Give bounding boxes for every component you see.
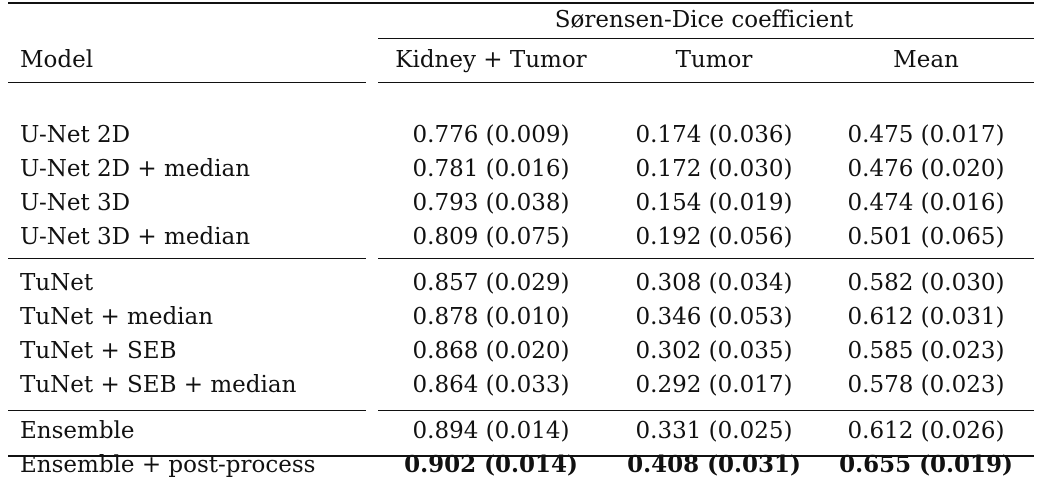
row-mean: 0.582 (0.030)	[847, 270, 1005, 296]
row-mean: 0.612 (0.026)	[847, 418, 1005, 444]
header-rule-left	[8, 82, 366, 83]
group-header-dice: Sørensen-Dice coefficient	[554, 7, 854, 33]
row-tumor: 0.302 (0.035)	[635, 338, 793, 364]
header-rule-right	[378, 82, 1034, 83]
row-kidney-tumor: 0.793 (0.038)	[412, 190, 570, 216]
row-mean: 0.475 (0.017)	[847, 122, 1005, 148]
row-mean: 0.476 (0.020)	[847, 156, 1005, 182]
group-rule-left	[8, 258, 366, 259]
column-header-kidney-tumor: Kidney + Tumor	[395, 47, 587, 73]
row-kidney-tumor: 0.902 (0.014)	[404, 451, 578, 478]
row-mean: 0.612 (0.031)	[847, 304, 1005, 330]
row-model: U-Net 2D	[20, 122, 131, 148]
column-header-model: Model	[20, 47, 94, 73]
group-rule-right	[378, 258, 1034, 259]
column-header-tumor: Tumor	[675, 47, 753, 73]
row-model: TuNet + SEB + median	[20, 372, 297, 398]
row-model: TuNet + median	[20, 304, 214, 330]
row-model: U-Net 3D + median	[20, 224, 251, 250]
results-table: Sørensen-Dice coefficient Model Kidney +…	[8, 2, 1034, 478]
row-mean: 0.655 (0.019)	[839, 451, 1013, 478]
row-model: U-Net 3D	[20, 190, 131, 216]
row-model: TuNet + SEB	[20, 338, 177, 364]
row-kidney-tumor: 0.864 (0.033)	[412, 372, 570, 398]
row-model: Ensemble	[20, 418, 135, 444]
row-tumor: 0.408 (0.031)	[627, 451, 801, 478]
row-mean: 0.578 (0.023)	[847, 372, 1005, 398]
row-tumor: 0.331 (0.025)	[635, 418, 793, 444]
row-mean: 0.585 (0.023)	[847, 338, 1005, 364]
column-header-mean: Mean	[893, 47, 959, 73]
row-model: Ensemble + post-process	[20, 452, 316, 478]
group-header-underline	[378, 38, 1034, 39]
row-tumor: 0.308 (0.034)	[635, 270, 793, 296]
row-tumor: 0.346 (0.053)	[635, 304, 793, 330]
group-rule-right	[378, 410, 1034, 411]
row-kidney-tumor: 0.776 (0.009)	[412, 122, 570, 148]
row-tumor: 0.292 (0.017)	[635, 372, 793, 398]
row-kidney-tumor: 0.809 (0.075)	[412, 224, 570, 250]
group-rule-left	[8, 410, 366, 411]
row-tumor: 0.174 (0.036)	[635, 122, 793, 148]
row-tumor: 0.192 (0.056)	[635, 224, 793, 250]
row-kidney-tumor: 0.894 (0.014)	[412, 418, 570, 444]
row-mean: 0.474 (0.016)	[847, 190, 1005, 216]
row-tumor: 0.154 (0.019)	[635, 190, 793, 216]
row-kidney-tumor: 0.868 (0.020)	[412, 338, 570, 364]
row-mean: 0.501 (0.065)	[847, 224, 1005, 250]
row-model: U-Net 2D + median	[20, 156, 251, 182]
row-kidney-tumor: 0.781 (0.016)	[412, 156, 570, 182]
row-kidney-tumor: 0.878 (0.010)	[412, 304, 570, 330]
row-tumor: 0.172 (0.030)	[635, 156, 793, 182]
bottom-rule	[8, 455, 1034, 457]
top-rule	[8, 2, 1034, 4]
row-model: TuNet	[20, 270, 94, 296]
row-kidney-tumor: 0.857 (0.029)	[412, 270, 570, 296]
